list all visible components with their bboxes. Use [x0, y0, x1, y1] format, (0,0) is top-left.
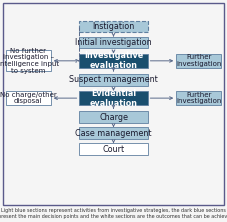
Bar — [6, 91, 51, 105]
Text: Initial investigation: Initial investigation — [75, 38, 152, 47]
Bar — [6, 50, 51, 71]
Bar — [177, 91, 221, 105]
Bar — [79, 37, 148, 48]
Text: Court: Court — [102, 145, 125, 154]
Bar — [177, 54, 221, 68]
Text: No further
investigation –
intelligence input
to system: No further investigation – intelligence … — [0, 48, 59, 74]
Text: No charge/other
disposal: No charge/other disposal — [0, 92, 57, 105]
Bar — [79, 74, 148, 86]
Text: Suspect management: Suspect management — [69, 75, 158, 84]
Text: Further
investigation: Further investigation — [176, 92, 221, 105]
Bar — [79, 54, 148, 68]
Text: Charge: Charge — [99, 113, 128, 122]
Bar — [79, 91, 148, 105]
Text: Further
investigation: Further investigation — [176, 54, 221, 67]
Bar — [79, 143, 148, 155]
Text: Evidential
evaluation: Evidential evaluation — [89, 89, 138, 108]
Bar — [79, 21, 148, 32]
Text: Light blue sections represent activities from investigative strategies, the dark: Light blue sections represent activities… — [0, 208, 227, 219]
Text: Instigation: Instigation — [92, 22, 135, 31]
Text: Case management: Case management — [75, 129, 152, 138]
Text: Investigative
evaluation: Investigative evaluation — [84, 51, 143, 70]
Bar — [79, 111, 148, 123]
Bar — [79, 127, 148, 139]
